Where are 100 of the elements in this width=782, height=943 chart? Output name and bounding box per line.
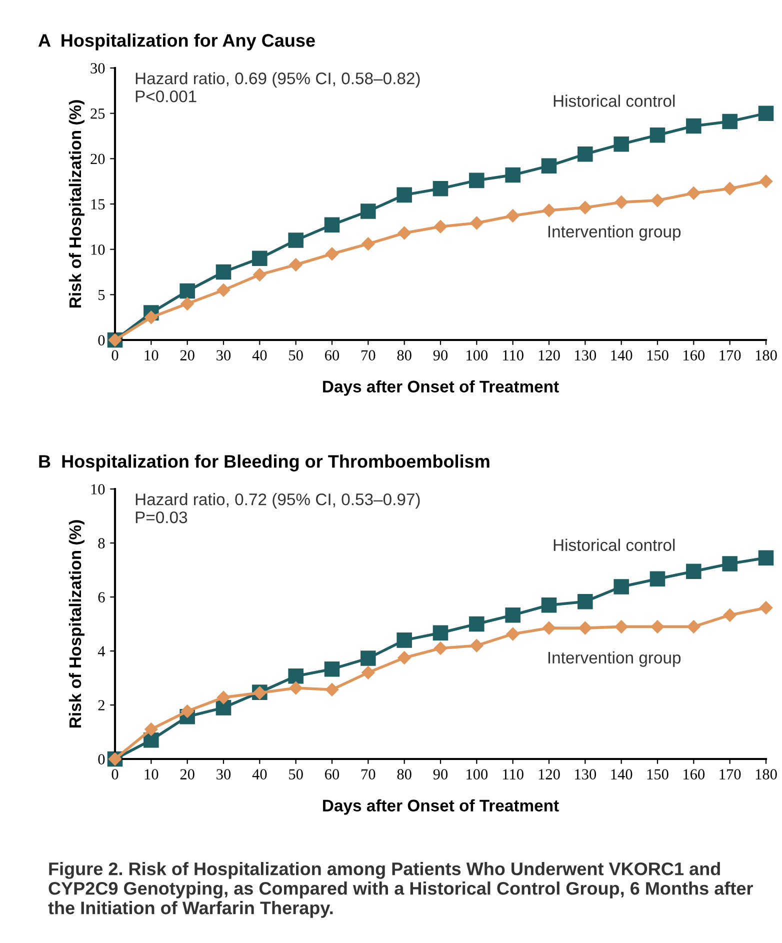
y-tick-label: 0 bbox=[98, 754, 105, 764]
point bbox=[505, 167, 520, 183]
point bbox=[578, 594, 593, 610]
point bbox=[252, 250, 268, 266]
point bbox=[434, 642, 448, 655]
point bbox=[396, 187, 412, 203]
point bbox=[216, 700, 232, 716]
x-axis-title: Days after Onset of Treatment bbox=[323, 380, 559, 396]
point bbox=[324, 217, 340, 232]
x-tick-label: 150 bbox=[647, 769, 668, 780]
y-tick-label: 8 bbox=[98, 538, 105, 548]
point bbox=[216, 284, 230, 297]
annotation: Hazard ratio, 0.72 (95% CI, 0.53–0.97) P=0.03 bbox=[136, 493, 420, 524]
point bbox=[650, 127, 666, 143]
series-label: Intervention group bbox=[548, 225, 681, 241]
point bbox=[542, 621, 556, 635]
x-tick-label: 30 bbox=[216, 769, 231, 780]
x-tick-label: 90 bbox=[433, 769, 448, 780]
point bbox=[650, 194, 664, 207]
x-tick-label: 160 bbox=[684, 350, 705, 360]
point bbox=[434, 220, 448, 234]
x-tick-label: 110 bbox=[503, 769, 524, 780]
x-tick-label: 0 bbox=[112, 769, 118, 780]
point bbox=[542, 204, 556, 217]
point bbox=[144, 722, 158, 736]
point bbox=[723, 608, 736, 622]
point bbox=[541, 158, 557, 174]
x-tick-label: 170 bbox=[720, 769, 741, 780]
point bbox=[759, 174, 773, 188]
x-tick-label: 80 bbox=[397, 769, 412, 780]
x-tick-label: 180 bbox=[756, 350, 777, 360]
x-axis-title: Days after Onset of Treatment bbox=[323, 799, 559, 815]
y-axis-title: Risk of Hospitalization (%) bbox=[68, 100, 84, 308]
point bbox=[469, 616, 484, 632]
x-tick-label: 30 bbox=[216, 350, 231, 360]
point bbox=[687, 620, 700, 634]
y-axis-title: Risk of Hospitalization (%) bbox=[68, 520, 84, 728]
point bbox=[360, 204, 376, 219]
point bbox=[578, 201, 592, 214]
chart-title: A Hospitalization for Any Cause bbox=[38, 34, 315, 50]
x-tick-label: 60 bbox=[325, 350, 340, 360]
x-tick-label: 20 bbox=[180, 350, 194, 360]
x-tick-label: 60 bbox=[325, 769, 340, 780]
y-tick-label: 30 bbox=[90, 63, 105, 74]
point bbox=[180, 297, 194, 310]
point bbox=[216, 264, 232, 280]
point bbox=[541, 597, 557, 613]
point bbox=[180, 283, 195, 299]
point bbox=[432, 180, 448, 196]
point bbox=[758, 106, 774, 121]
point bbox=[325, 247, 339, 260]
point bbox=[650, 620, 664, 634]
point bbox=[758, 550, 774, 566]
point bbox=[614, 196, 628, 209]
point bbox=[723, 182, 736, 196]
x-tick-label: 100 bbox=[466, 769, 488, 780]
x-tick-label: 120 bbox=[538, 769, 560, 780]
point bbox=[686, 564, 702, 579]
point bbox=[470, 639, 484, 652]
point bbox=[469, 172, 484, 188]
point bbox=[505, 607, 520, 623]
point bbox=[144, 310, 158, 324]
x-tick-label: 140 bbox=[611, 769, 632, 780]
point bbox=[614, 620, 628, 634]
x-tick-label: 170 bbox=[720, 350, 741, 360]
point bbox=[180, 704, 194, 718]
x-tick-label: 40 bbox=[252, 350, 267, 360]
y-tick-label: 5 bbox=[98, 290, 105, 300]
x-tick-label: 130 bbox=[575, 350, 596, 360]
series-label: Intervention group bbox=[548, 651, 681, 667]
x-tick-label: 80 bbox=[397, 350, 412, 360]
x-tick-label: 10 bbox=[144, 769, 158, 780]
x-tick-label: 50 bbox=[289, 350, 303, 360]
point bbox=[325, 683, 339, 696]
point bbox=[614, 579, 629, 594]
y-tick-label: 15 bbox=[91, 199, 105, 210]
point bbox=[722, 114, 738, 130]
point bbox=[614, 136, 629, 152]
x-tick-label: 140 bbox=[611, 350, 632, 360]
x-tick-label: 160 bbox=[684, 769, 705, 780]
point bbox=[506, 627, 520, 641]
point bbox=[687, 186, 700, 200]
point bbox=[289, 258, 302, 272]
x-tick-label: 40 bbox=[252, 769, 267, 780]
x-tick-label: 120 bbox=[538, 350, 560, 360]
point bbox=[578, 146, 593, 162]
point bbox=[650, 571, 666, 587]
point bbox=[289, 681, 302, 695]
point bbox=[362, 666, 375, 680]
series-label: Historical control bbox=[554, 538, 675, 551]
x-tick-label: 110 bbox=[503, 350, 524, 360]
point bbox=[398, 226, 411, 240]
point bbox=[578, 621, 592, 635]
y-tick-label: 4 bbox=[98, 646, 106, 656]
point bbox=[288, 232, 304, 248]
x-tick-label: 50 bbox=[289, 769, 303, 780]
point bbox=[759, 601, 773, 614]
y-tick-label: 10 bbox=[91, 244, 105, 255]
x-tick-label: 90 bbox=[433, 350, 448, 360]
point bbox=[360, 650, 376, 666]
